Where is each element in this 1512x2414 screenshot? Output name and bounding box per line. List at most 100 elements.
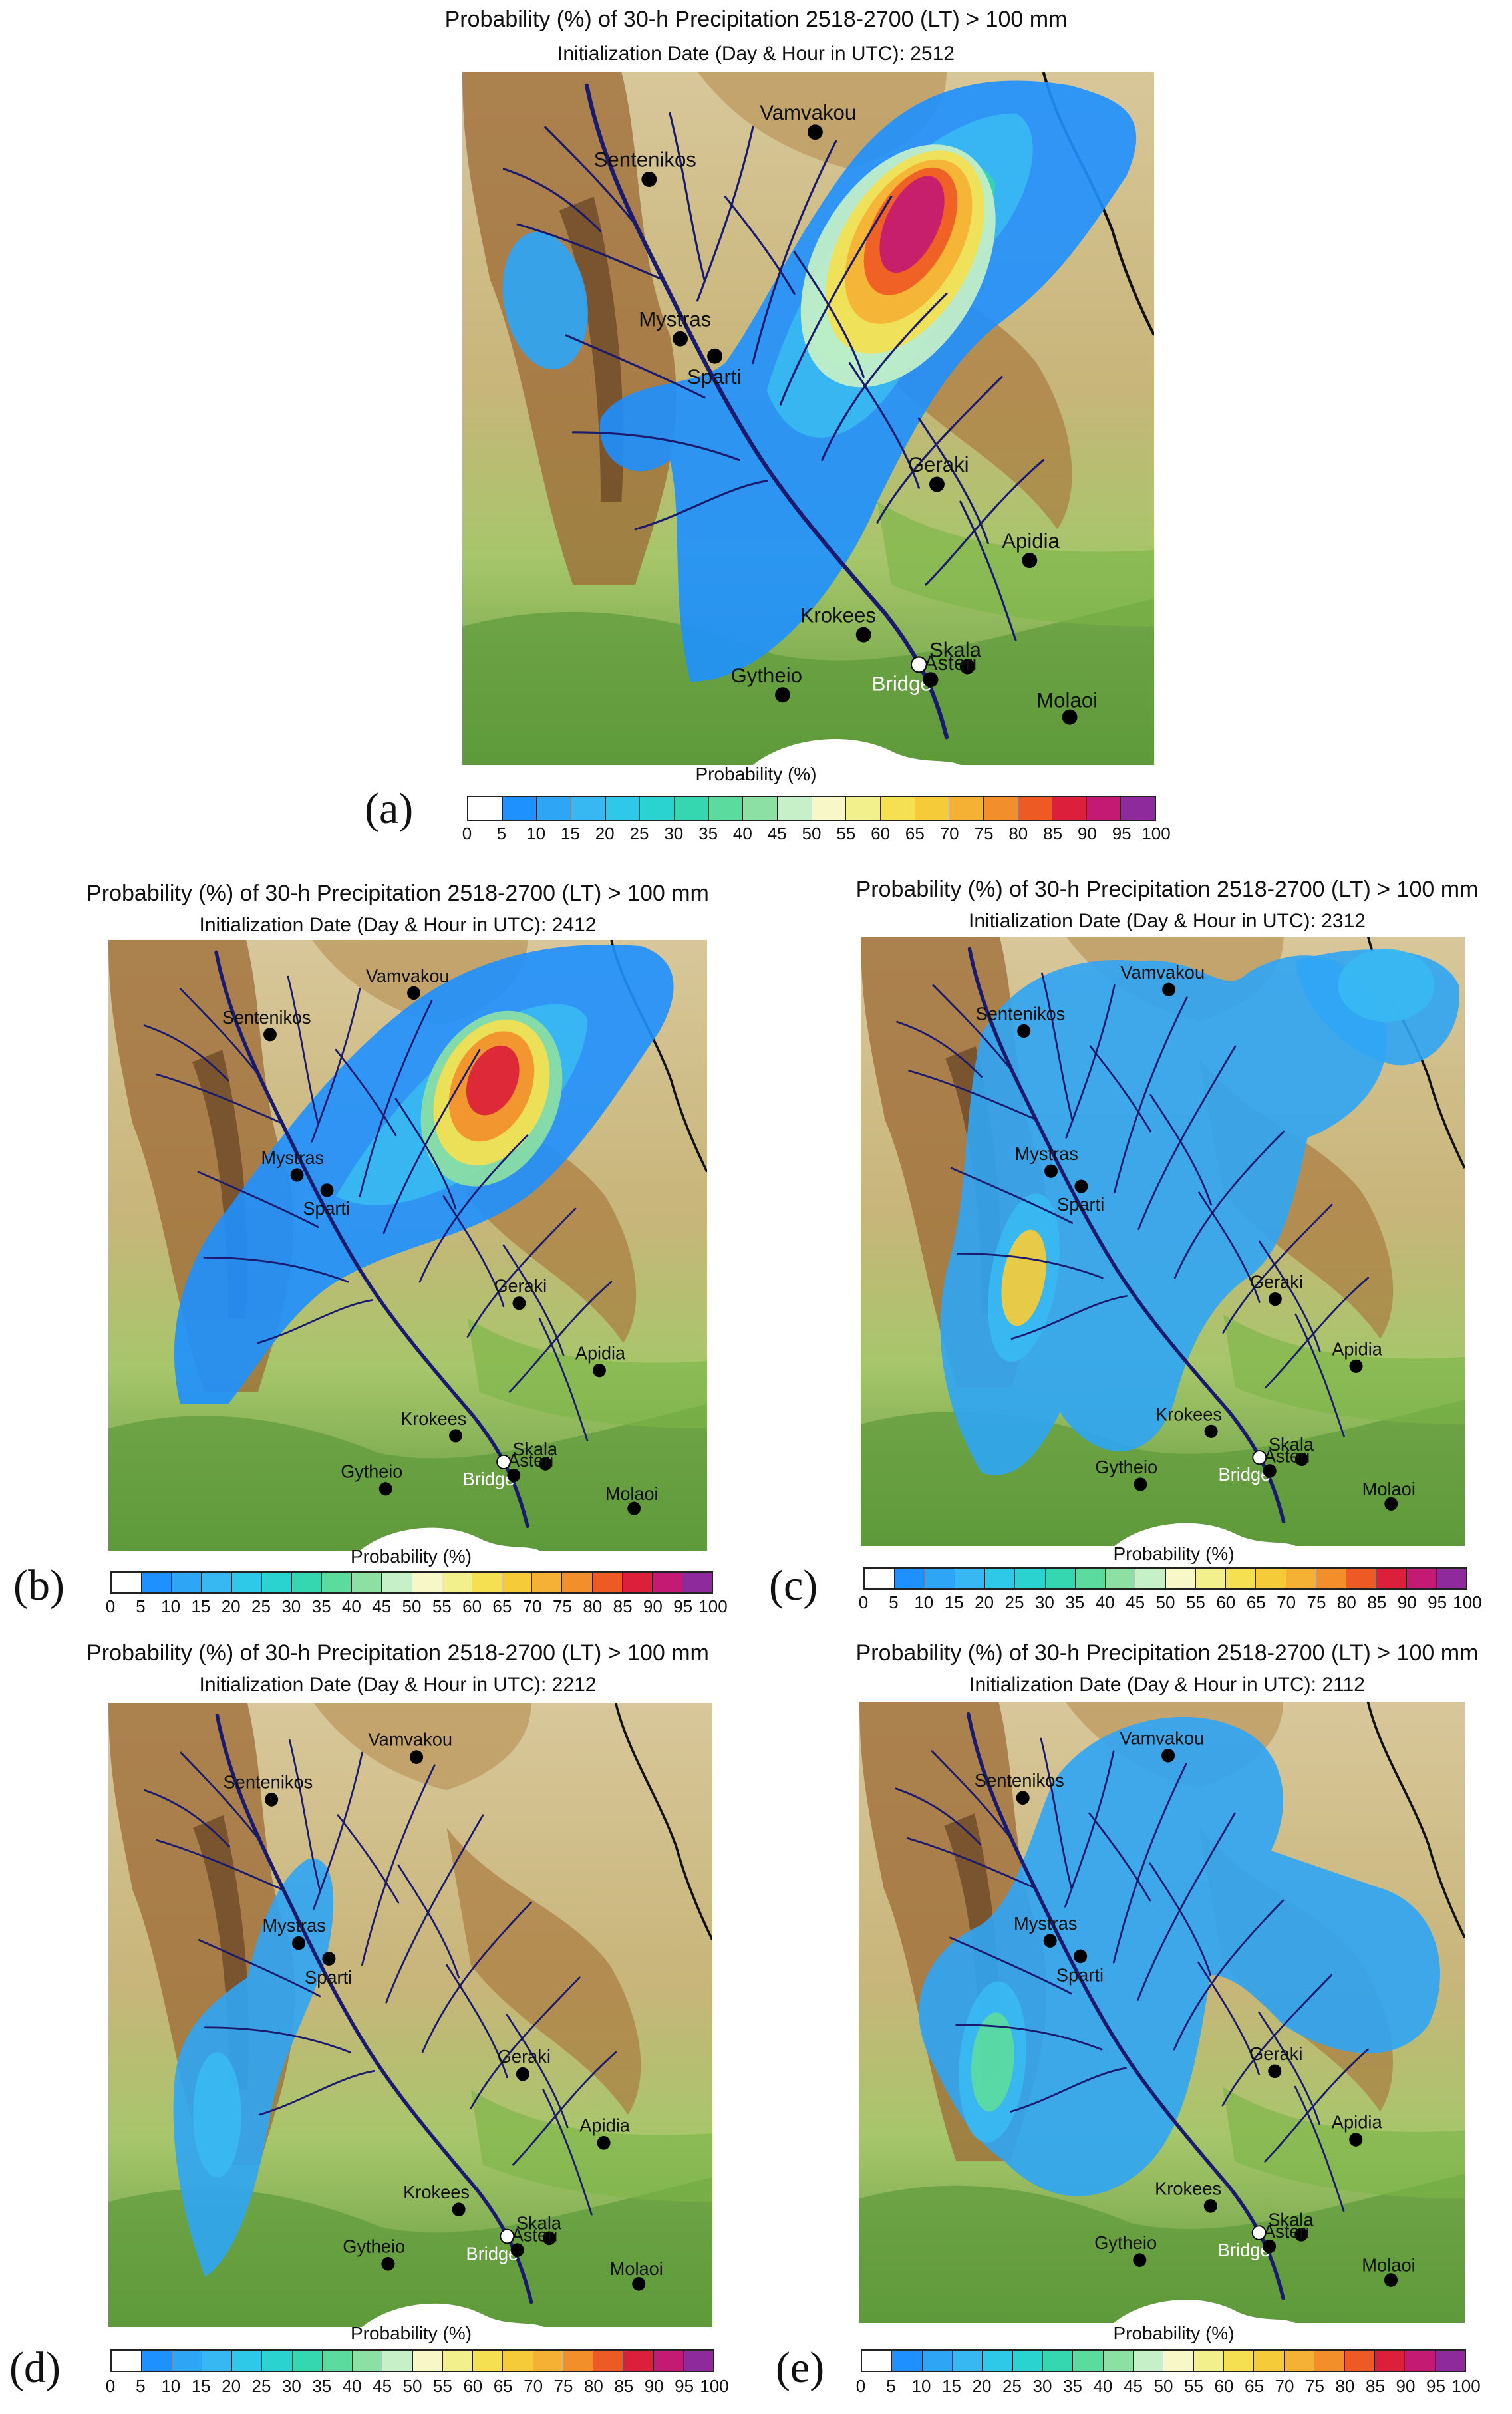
tributary bbox=[917, 417, 989, 545]
colorbar-tick-label: 50 bbox=[1153, 2376, 1173, 2396]
colorbar-swatch bbox=[412, 1573, 442, 1592]
city-label: Bridge bbox=[1218, 2240, 1271, 2260]
colorbar-swatch bbox=[533, 2351, 563, 2371]
colorbar-swatch bbox=[682, 1573, 712, 1592]
colorbar-tick-label: 70 bbox=[1275, 2376, 1294, 2396]
probability-contour bbox=[193, 2052, 241, 2177]
colorbar-title: Probability (%) bbox=[1113, 1543, 1235, 1564]
city-marker bbox=[1074, 1949, 1088, 1964]
colorbar-tick-label: 100 bbox=[1141, 824, 1171, 843]
tributary bbox=[1258, 2011, 1320, 2125]
tributary bbox=[502, 1244, 565, 1356]
colorbar-swatch bbox=[1043, 2351, 1074, 2371]
tributary bbox=[959, 500, 1017, 642]
city-marker bbox=[1203, 2199, 1217, 2213]
colorbar-tick-label: 40 bbox=[732, 824, 752, 843]
colorbar-swatch bbox=[1436, 1569, 1466, 1588]
city-marker bbox=[410, 1750, 424, 1764]
city-marker bbox=[1384, 1497, 1398, 1511]
tributary bbox=[466, 1207, 577, 1338]
city-label: Apidia bbox=[1002, 529, 1060, 553]
molaoi-plain bbox=[1223, 2087, 1465, 2199]
colorbar-swatch bbox=[562, 1573, 593, 1592]
colorbar-swatch bbox=[1193, 2351, 1225, 2371]
panel-init-date: Initialization Date (Day & Hour in UTC):… bbox=[199, 914, 597, 936]
colorbar-swatch bbox=[1012, 2351, 1044, 2371]
colorbar-swatch bbox=[925, 1569, 955, 1588]
colorbar-swatch bbox=[1103, 2351, 1134, 2371]
colorbar-tick-label: 60 bbox=[462, 1596, 482, 1616]
tributary bbox=[907, 1837, 1036, 1889]
city-label: Molaoi bbox=[610, 2258, 663, 2279]
colorbar-tick-label: 70 bbox=[524, 2376, 543, 2396]
tributary bbox=[908, 1070, 1037, 1121]
colorbar-swatch bbox=[1344, 2351, 1375, 2371]
city-label: Gytheio bbox=[1094, 2232, 1157, 2253]
colorbar-tick-label: 40 bbox=[341, 1596, 361, 1616]
city-label: Sparti bbox=[687, 365, 741, 388]
city-label: Bridge bbox=[872, 672, 932, 695]
city-marker bbox=[1016, 1791, 1030, 1805]
colorbar-tick-label: 45 bbox=[1124, 2376, 1143, 2396]
city-marker bbox=[1384, 2273, 1398, 2287]
probability-contour bbox=[1001, 1229, 1046, 1326]
panel-init-date: Initialization Date (Day & Hour in UTC):… bbox=[557, 43, 955, 65]
city-label: Vamvakou bbox=[1120, 1728, 1204, 1748]
city-label: Mystras bbox=[1015, 1143, 1078, 1164]
city-label: Gytheio bbox=[731, 664, 802, 687]
city-label: Apidia bbox=[1332, 2111, 1382, 2132]
colorbar-swatch bbox=[1435, 2351, 1465, 2371]
city-label: Apidia bbox=[575, 1342, 626, 1363]
city-marker bbox=[539, 1457, 552, 1471]
boundary-line bbox=[614, 1703, 712, 1941]
probability-map: Vamvakou Sentenikos Mystras Sparti Geraki Api… bbox=[462, 72, 1154, 765]
coastal-plain bbox=[859, 2173, 1465, 2323]
city-label: Geraki bbox=[494, 1275, 547, 1296]
panel-label: (a) bbox=[365, 784, 414, 833]
city-marker bbox=[1062, 709, 1078, 725]
tributary bbox=[1041, 972, 1074, 1121]
molaoi-plain bbox=[470, 2089, 712, 2202]
tributary bbox=[198, 1939, 321, 1998]
colorbar-swatch bbox=[1226, 1569, 1257, 1588]
panel-d: Probability (%) of 30-h Precipitation 25… bbox=[0, 1638, 756, 2414]
city-label: Sparti bbox=[1056, 1964, 1104, 1985]
city-marker bbox=[673, 331, 688, 347]
panel-init-date: Initialization Date (Day & Hour in UTC):… bbox=[199, 1674, 597, 1696]
colorbar-tick-label: 10 bbox=[161, 1596, 181, 1616]
colorbar-swatch bbox=[202, 1573, 232, 1592]
colorbar-tick-label: 65 bbox=[905, 824, 925, 843]
city-label: Bridge bbox=[1219, 1464, 1271, 1485]
colorbar-title: Probability (%) bbox=[350, 1546, 472, 1567]
colorbar-swatch bbox=[593, 2351, 624, 2371]
tributary bbox=[311, 988, 361, 1143]
colorbar-swatch bbox=[1135, 1569, 1166, 1588]
colorbar-swatch bbox=[537, 797, 571, 820]
colorbar-swatch bbox=[142, 1573, 172, 1592]
colorbar-tick-label: 5 bbox=[136, 1596, 146, 1616]
colorbar-swatch bbox=[532, 1573, 563, 1592]
probability-map: Vamvakou Sentenikos Mystras Sparti Geraki Api… bbox=[861, 937, 1465, 1546]
city-label: Molaoi bbox=[605, 1483, 659, 1504]
city-marker bbox=[1294, 2228, 1308, 2242]
colorbar-tick-label: 30 bbox=[281, 2376, 301, 2396]
city-marker bbox=[923, 672, 939, 688]
colorbar-tick-label: 60 bbox=[1214, 2376, 1234, 2396]
city-label: Asteri bbox=[512, 2224, 558, 2245]
colorbar-tick-label: 45 bbox=[1126, 1592, 1145, 1612]
colorbar-tick-label: 60 bbox=[871, 824, 891, 843]
city-label: Sentenikos bbox=[222, 1007, 311, 1028]
colorbar-tick-label: 65 bbox=[493, 2376, 513, 2396]
city-marker bbox=[1268, 1292, 1282, 1306]
tributary bbox=[257, 1299, 373, 1344]
colorbar-tick-label: 5 bbox=[889, 1592, 899, 1612]
colorbar-tick-label: 60 bbox=[463, 2376, 483, 2396]
colorbar-swatch bbox=[502, 797, 537, 820]
colorbar-tick-label: 10 bbox=[526, 824, 546, 843]
tributary bbox=[179, 988, 259, 1076]
city-label: Vamvakou bbox=[366, 965, 450, 986]
colorbar-tick-label: 5 bbox=[886, 2376, 896, 2396]
tributary bbox=[895, 1787, 982, 1846]
city-marker bbox=[500, 2228, 515, 2244]
colorbar-swatch bbox=[1086, 797, 1122, 820]
